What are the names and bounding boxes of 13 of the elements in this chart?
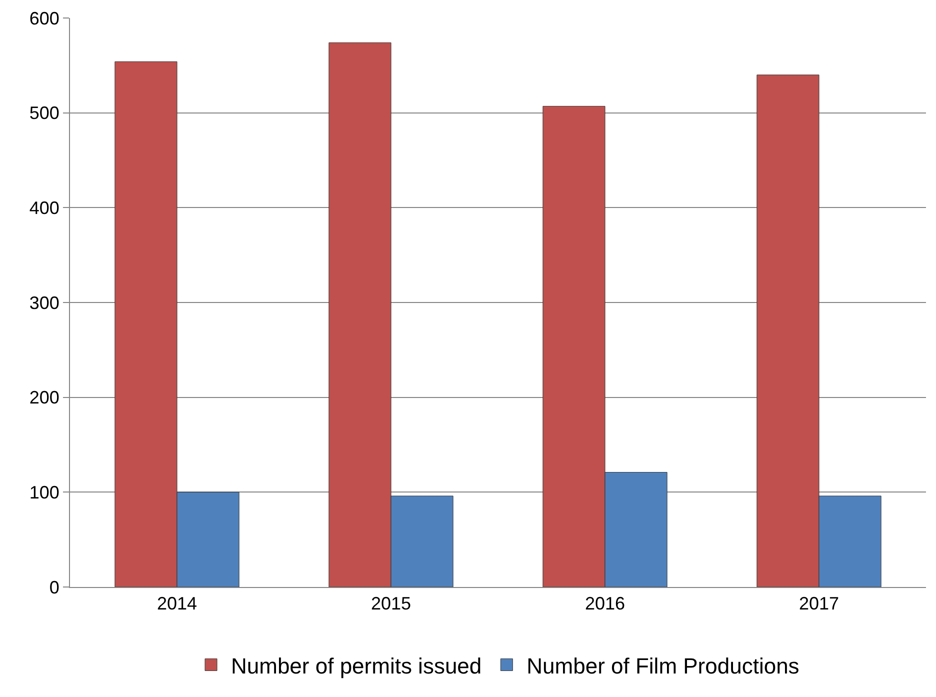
x-tick-label: 2016 bbox=[584, 594, 626, 614]
y-tick-label: 600 bbox=[29, 8, 60, 28]
x-tick-label: 2014 bbox=[156, 594, 198, 614]
x-tick-label: 2015 bbox=[370, 594, 412, 614]
y-tick-label: 200 bbox=[29, 388, 60, 408]
y-tick-label: 400 bbox=[29, 198, 60, 218]
y-tick-label: 0 bbox=[49, 577, 60, 598]
legend-label: Number of Film Productions bbox=[526, 653, 800, 678]
x-tick-label: 2017 bbox=[798, 594, 840, 614]
y-tick-label: 100 bbox=[29, 482, 60, 502]
legend-label: Number of permits issued bbox=[231, 653, 482, 678]
y-tick-label: 500 bbox=[29, 103, 60, 124]
y-tick-label: 300 bbox=[29, 292, 60, 313]
